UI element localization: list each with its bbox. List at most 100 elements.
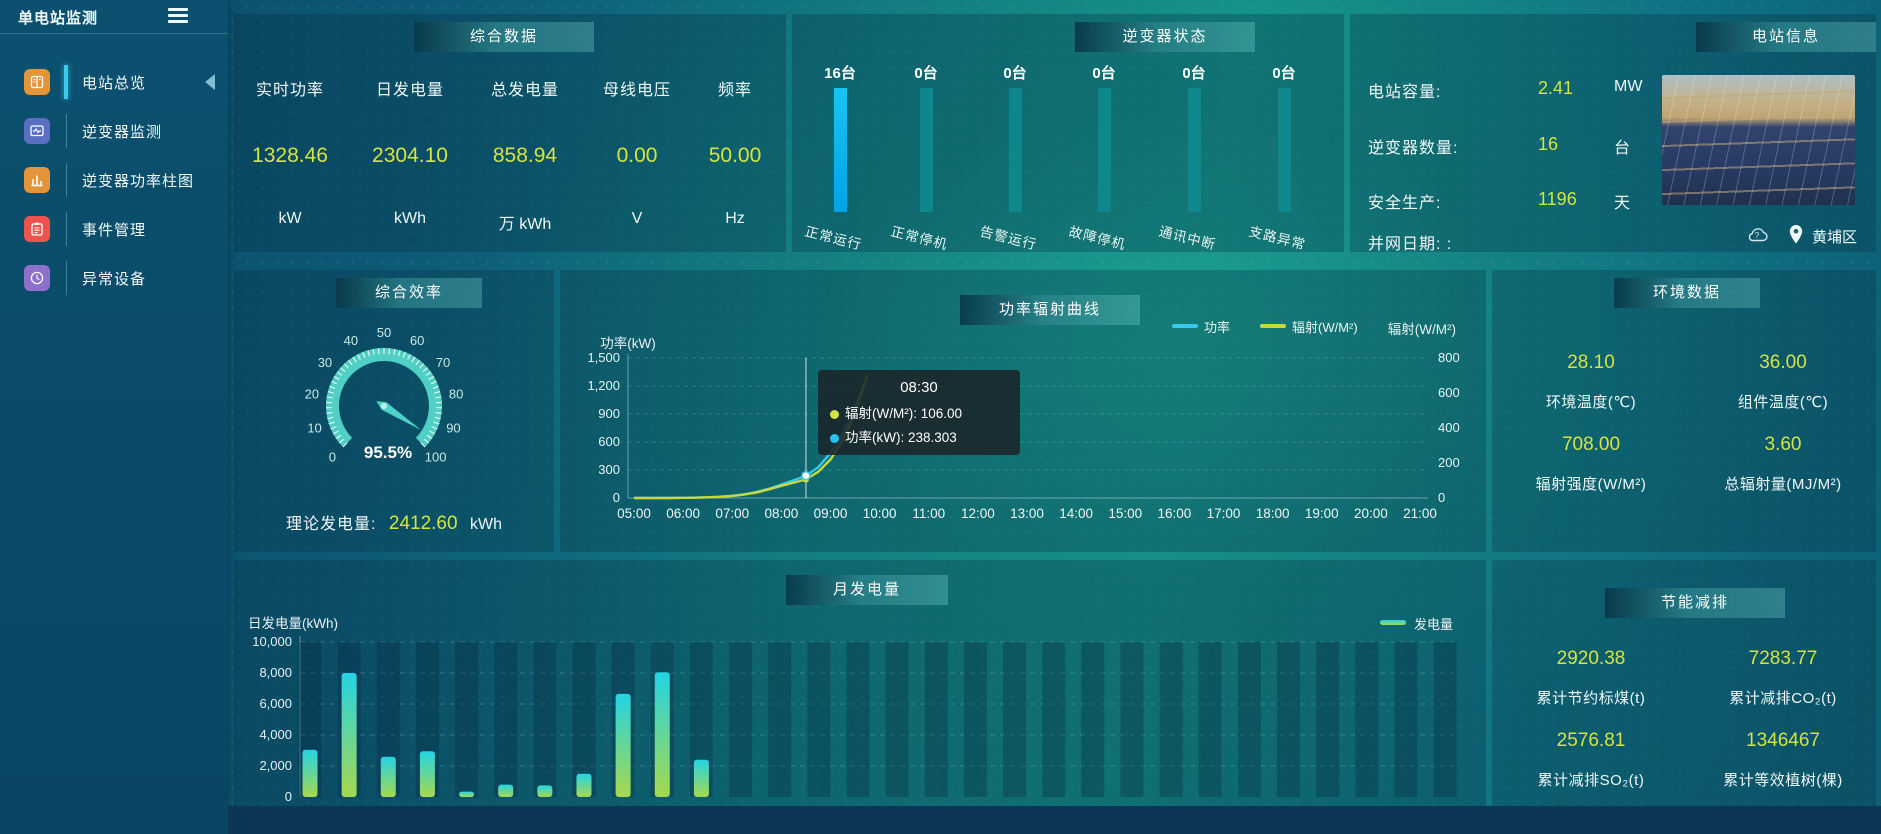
svg-text:12:00: 12:00 <box>961 506 995 521</box>
inverter-status-bar[interactable] <box>1277 88 1291 212</box>
panel-title: 环境数据 <box>1614 278 1760 308</box>
chart-tooltip: 08:30 辐射(W/M²): 106.00 功率(kW): 238.303 <box>818 370 1020 455</box>
panel-title: 功率辐射曲线 <box>960 295 1140 325</box>
svg-text:?: ? <box>1755 231 1760 240</box>
metric-label: 实时功率 <box>255 82 324 99</box>
inverter-status-bar[interactable] <box>1008 88 1022 212</box>
sidebar-item-abnormal-device[interactable]: 异常设备 <box>0 254 228 303</box>
inverter-count: 0台 <box>1182 65 1206 82</box>
svg-text:17:00: 17:00 <box>1207 506 1241 521</box>
metric-value: 0.00 <box>616 144 658 167</box>
theoretical-label: 理论发电量: <box>285 516 377 533</box>
metric-unit: 万 kWh <box>498 216 552 233</box>
station-row-value: 1196 <box>1538 189 1577 209</box>
metric-value: 50.00 <box>708 144 762 167</box>
station-row-label: 逆变器数量: <box>1368 140 1459 157</box>
panel-title: 月发电量 <box>786 575 948 605</box>
stat-cell: 708.00 辐射强度(W/M²) <box>1496 434 1686 494</box>
inverter-status-bar[interactable] <box>1187 88 1201 212</box>
sidebar: 单电站监测 电站总览 逆变器监测逆变器功率柱图 事件管理异常设备 <box>0 0 228 834</box>
summary-metric: 总发电量 858.94 万 kWh <box>460 76 590 234</box>
location-pin-icon[interactable] <box>1788 224 1804 250</box>
inverter-status-label: 通讯中断 <box>1157 223 1218 253</box>
station-overview-icon <box>24 69 50 95</box>
stat-value: 1346467 <box>1746 730 1820 751</box>
inverter-status-bar[interactable] <box>919 88 933 212</box>
tooltip-series-row: 辐射(W/M²): 106.00 <box>830 402 1008 422</box>
panel-environment-data: 环境数据 28.10 环境温度(℃) 36.00 组件温度(℃) 708.00 辐射强度(… <box>1492 270 1876 552</box>
active-indicator <box>66 261 67 295</box>
stat-value: 28.10 <box>1567 352 1615 373</box>
summary-metric: 日发电量 2304.10 kWh <box>345 76 475 228</box>
inverter-status-label: 故障停机 <box>1067 223 1128 253</box>
stat-label: 总辐射量(MJ/M²) <box>1724 476 1842 493</box>
panel-monthly-generation: 月发电量 0 2,000 4,000 6,000 8,000 10,000 日发电量(kWh… <box>234 560 1486 834</box>
stat-cell: 36.00 组件温度(℃) <box>1688 352 1878 412</box>
sidebar-item-station-overview[interactable]: 电站总览 <box>0 58 228 107</box>
summary-metric: 母线电压 0.00 V <box>572 76 702 228</box>
panel-inverter-status: 逆变器状态 16台 正常运行 0台 正常停机 0台 告警运行 0台 故障停机 0台 通讯中断 0台支… <box>792 14 1344 252</box>
inverter-count: 0台 <box>1092 65 1116 82</box>
svg-text:15:00: 15:00 <box>1108 506 1142 521</box>
station-footer: ? 黄埔区 <box>1350 222 1876 250</box>
menu-toggle-icon[interactable] <box>168 8 188 24</box>
sidebar-item-label: 逆变器功率柱图 <box>82 173 195 190</box>
sidebar-collapse-arrow[interactable] <box>205 74 215 90</box>
stat-label: 辐射强度(W/M²) <box>1535 476 1647 493</box>
metric-unit: kWh <box>394 210 426 227</box>
svg-text:0: 0 <box>613 490 620 505</box>
sidebar-item-inverter-monitor[interactable]: 逆变器监测 <box>0 107 228 156</box>
theoretical-value: 2412.60 <box>388 513 458 534</box>
svg-text:辐射(W/M²): 辐射(W/M²) <box>1388 322 1456 337</box>
svg-text:1,500: 1,500 <box>587 350 620 365</box>
active-indicator <box>66 163 67 197</box>
inverter-status-bar[interactable] <box>1097 88 1111 212</box>
sidebar-item-label: 异常设备 <box>82 271 147 288</box>
panel-station-info: 电站信息 电站容量: 2.41 MW 逆变器数量: 16 台安全生产: 1196 天并网日期:… <box>1350 14 1876 253</box>
power-radiation-chart[interactable]: 0 300 600 900 1,200 1,500 0 200 400 600 800 05:00 06… <box>560 270 1486 552</box>
svg-text:19:00: 19:00 <box>1305 506 1339 521</box>
active-indicator <box>64 65 68 99</box>
svg-text:80: 80 <box>449 387 463 402</box>
svg-text:40: 40 <box>344 333 358 348</box>
svg-text:07:00: 07:00 <box>715 506 749 521</box>
svg-text:20:00: 20:00 <box>1354 506 1388 521</box>
stat-cell: 28.10 环境温度(℃) <box>1496 352 1686 412</box>
active-indicator <box>66 114 67 148</box>
stat-label: 累计减排SO₂(t) <box>1537 772 1645 789</box>
sidebar-item-label: 事件管理 <box>82 222 147 239</box>
svg-text:2,000: 2,000 <box>259 758 292 773</box>
station-location[interactable]: 黄埔区 <box>1812 229 1858 246</box>
panel-title: 综合效率 <box>336 278 482 308</box>
svg-text:10:00: 10:00 <box>863 506 897 521</box>
inverter-monitor-icon <box>24 118 50 144</box>
panel-title: 电站信息 <box>1696 22 1876 52</box>
station-row-unit: MW <box>1614 78 1643 95</box>
inverter-count: 0台 <box>1272 65 1296 82</box>
inverter-power-bar-icon <box>24 167 50 193</box>
app-title: 单电站监测 <box>18 10 99 27</box>
sidebar-item-event-management[interactable]: 事件管理 <box>0 205 228 254</box>
metric-value: 858.94 <box>492 144 558 167</box>
station-row-unit: 台 <box>1614 140 1631 157</box>
svg-text:800: 800 <box>1438 350 1460 365</box>
svg-text:200: 200 <box>1438 455 1460 470</box>
inverter-status-bar[interactable] <box>833 88 847 212</box>
svg-text:0: 0 <box>285 789 292 804</box>
event-management-icon <box>24 216 50 242</box>
sidebar-item-inverter-power-bar[interactable]: 逆变器功率柱图 <box>0 156 228 205</box>
stat-label: 累计减排CO₂(t) <box>1729 690 1837 707</box>
panel-summary-data: 综合数据 实时功率 1328.46 kW 日发电量 2304.10 kWh 总发电量 858.… <box>234 14 786 252</box>
svg-text:08:00: 08:00 <box>764 506 798 521</box>
svg-text:10,000: 10,000 <box>252 634 292 649</box>
svg-text:10: 10 <box>307 421 321 436</box>
bottom-strip <box>228 806 1881 834</box>
station-row-label: 电站容量: <box>1368 84 1442 101</box>
stat-value: 2920.38 <box>1556 648 1626 669</box>
metric-unit: V <box>631 210 643 227</box>
station-row-value: 2.41 <box>1538 78 1574 98</box>
monthly-generation-chart[interactable]: 02,0004,0006,0008,00010,000日发电量(kWh)0102… <box>234 560 1486 834</box>
weather-cloud-icon: ? <box>1746 226 1770 249</box>
svg-text:05:00: 05:00 <box>617 506 651 521</box>
stat-cell: 7283.77 累计减排CO₂(t) <box>1688 648 1878 708</box>
